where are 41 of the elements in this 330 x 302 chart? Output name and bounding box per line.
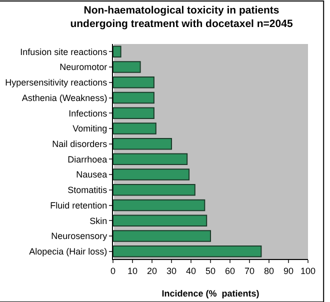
bar bbox=[113, 214, 208, 226]
y-tick-label: Hypersensitivity reactions bbox=[5, 78, 108, 88]
y-tick-label: Nausea bbox=[76, 170, 108, 180]
bar bbox=[113, 122, 156, 134]
x-tick-label: 40 bbox=[186, 266, 196, 276]
y-tick-label: Asthenia (Weakness) bbox=[22, 92, 108, 103]
bar bbox=[113, 168, 190, 180]
y-tick-label: Neurosensory bbox=[51, 231, 108, 242]
bar bbox=[113, 92, 154, 104]
bar bbox=[113, 46, 122, 58]
x-axis-title: Incidence (% patients) bbox=[162, 288, 260, 299]
y-tick-label: Diarrhoea bbox=[68, 154, 108, 164]
y-tick-label: Stomatitis bbox=[68, 185, 108, 196]
bar bbox=[113, 61, 141, 73]
y-tick-label: Neuromotor bbox=[60, 62, 108, 72]
x-tick-label: 90 bbox=[283, 266, 294, 276]
y-tick-label: Alopecia (Hair loss) bbox=[29, 246, 108, 256]
x-tick-label: 60 bbox=[224, 266, 236, 276]
bar bbox=[113, 153, 188, 166]
y-tick-label: Infusion site reactions bbox=[20, 46, 108, 57]
x-tick-label: 0 bbox=[110, 266, 116, 276]
y-tick-label: Vomiting bbox=[72, 124, 108, 134]
bar bbox=[113, 199, 206, 212]
x-tick-label: 20 bbox=[146, 266, 158, 276]
y-tick-label: Nail disorders bbox=[52, 138, 108, 149]
bar bbox=[113, 76, 154, 88]
chart-title: Non-haematological toxicity in patients undergoing treatment with docetaxel n=2045 bbox=[70, 4, 293, 30]
y-tick-label: Infections bbox=[68, 108, 108, 118]
x-tick-label: 70 bbox=[244, 266, 255, 276]
bar bbox=[113, 245, 262, 258]
bar bbox=[113, 184, 196, 196]
y-tick-label: Fluid retention bbox=[50, 200, 108, 210]
x-tick-label: 30 bbox=[166, 266, 177, 276]
x-tick-label: 50 bbox=[205, 266, 216, 276]
bar bbox=[113, 107, 154, 119]
x-tick-label: 80 bbox=[264, 266, 274, 276]
bar bbox=[113, 230, 211, 242]
y-tick-label: Skin bbox=[90, 216, 108, 226]
x-tick-label: 10 bbox=[127, 266, 138, 276]
x-tick-label: 100 bbox=[300, 266, 316, 276]
bar bbox=[113, 138, 172, 150]
